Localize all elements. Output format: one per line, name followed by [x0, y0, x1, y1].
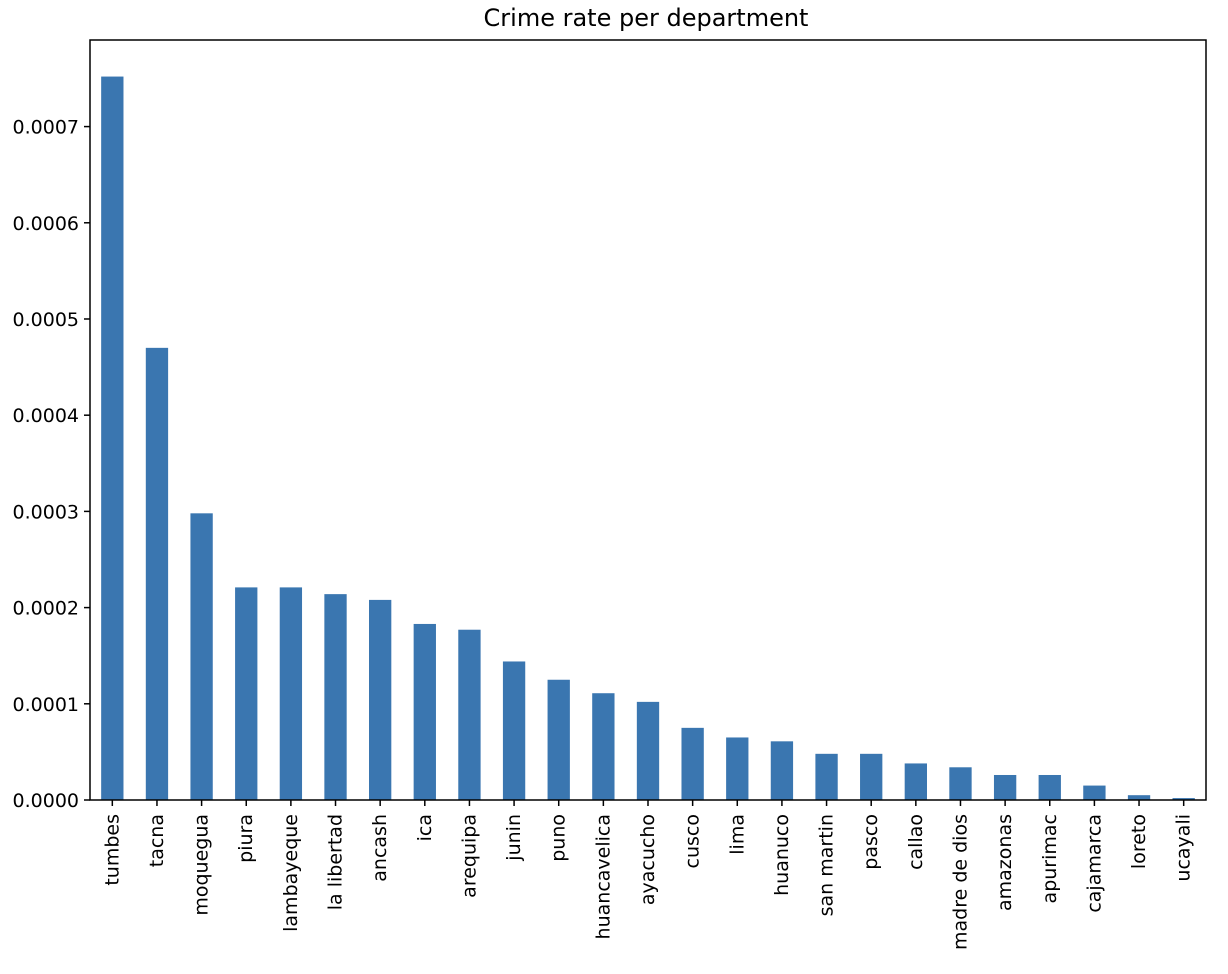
- x-tick-label: ayacucho: [637, 814, 659, 905]
- x-tick-label: arequipa: [458, 814, 480, 898]
- y-tick-label: 0.0005: [13, 309, 79, 331]
- x-tick-label: callao: [905, 814, 927, 870]
- bar-arequipa: [458, 629, 481, 800]
- bar-amazonas: [993, 774, 1017, 800]
- x-tick-label: amazonas: [994, 814, 1016, 911]
- x-tick-label: apurimac: [1039, 814, 1061, 903]
- x-tick-label: puno: [548, 814, 570, 862]
- bar-ayacucho: [636, 701, 660, 800]
- x-tick-label: ica: [414, 814, 436, 841]
- bar-ancash: [369, 599, 392, 800]
- y-tick-label: 0.0006: [13, 213, 79, 235]
- x-tick-label: loreto: [1128, 814, 1150, 869]
- x-tick-label: huanuco: [771, 814, 793, 896]
- y-axis: 0.0000 0.0001 0.0002 0.0003 0.0004 0.0005 0.00…: [13, 117, 90, 812]
- y-tick-label: 0.0000: [13, 790, 79, 812]
- bar-pasco: [860, 753, 883, 800]
- x-tick-label: pasco: [860, 814, 882, 870]
- y-tick-label: 0.0007: [13, 117, 79, 139]
- y-tick-label: 0.0004: [13, 405, 79, 427]
- x-tick-label: cajamarca: [1083, 814, 1105, 913]
- x-tick-label: huancavelica: [592, 814, 614, 939]
- bar-tacna: [145, 347, 169, 800]
- x-tick-label: lima: [726, 814, 748, 855]
- bar-loreto: [1127, 795, 1151, 800]
- bar-apurimac: [1038, 774, 1061, 800]
- x-tick-label: cusco: [682, 814, 704, 868]
- y-tick-label: 0.0001: [13, 694, 79, 716]
- x-axis: tumbes tacna moquegua piura lambayeque la lib…: [101, 800, 1195, 950]
- bar-moquegua: [190, 513, 213, 800]
- x-tick-label: ucayali: [1173, 814, 1195, 882]
- x-tick-label: la libertad: [325, 814, 347, 910]
- bar-tumbes: [101, 76, 124, 800]
- bars-group: [101, 76, 1195, 800]
- y-tick-label: 0.0002: [13, 598, 79, 620]
- bar-san-martin: [815, 753, 838, 800]
- bar-piura: [235, 587, 258, 800]
- x-tick-label: madre de dios: [949, 814, 971, 950]
- x-tick-label: junin: [503, 814, 525, 862]
- bar-huanuco: [770, 741, 794, 800]
- x-tick-label: piura: [235, 814, 257, 863]
- bar-callao: [904, 763, 927, 800]
- bar-la-libertad: [324, 594, 347, 800]
- x-tick-label: moquegua: [191, 814, 213, 916]
- bar-ucayali: [1172, 798, 1195, 800]
- x-tick-label: lambayeque: [280, 814, 302, 932]
- x-tick-label: tacna: [146, 814, 168, 867]
- bar-lambayeque: [279, 587, 303, 800]
- x-tick-label: san martin: [816, 814, 838, 916]
- bar-ica: [413, 623, 436, 800]
- bar-cajamarca: [1083, 785, 1106, 800]
- y-tick-label: 0.0003: [13, 501, 79, 523]
- plot-frame: [89, 39, 1207, 801]
- bar-lima: [726, 737, 749, 800]
- x-tick-label: ancash: [369, 814, 391, 882]
- bar-madre-de-dios: [949, 767, 972, 800]
- bar-junin: [502, 661, 526, 800]
- chart-title: Crime rate per department: [484, 4, 809, 32]
- bar-puno: [547, 679, 570, 800]
- x-tick-label: tumbes: [101, 814, 123, 886]
- bar-cusco: [681, 727, 704, 800]
- bar-huancavelica: [592, 693, 615, 800]
